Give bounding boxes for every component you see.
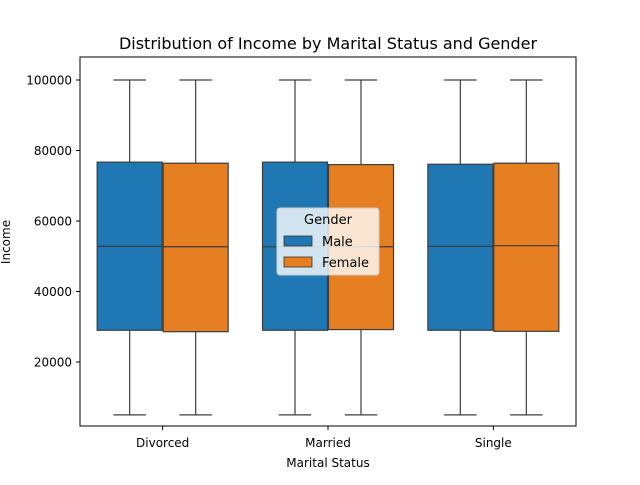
legend-label-female: Female (322, 256, 369, 271)
x-tick-label: Married (305, 436, 351, 450)
box-female-divorced (162, 79, 229, 416)
x-axis-label: Marital Status (286, 456, 369, 470)
y-tick-label: 60000 (34, 215, 72, 229)
legend: Gender Male Female (276, 207, 380, 276)
y-axis-label: Income (0, 220, 13, 264)
x-tick-label: Divorced (136, 436, 189, 450)
legend-swatch-male (283, 235, 313, 247)
y-tick-label: 20000 (34, 356, 72, 370)
legend-label-male: Male (322, 235, 353, 250)
legend-swatch-female (283, 256, 313, 268)
legend-title: Gender (304, 213, 353, 228)
y-tick-label: 40000 (34, 285, 72, 299)
chart-title: Distribution of Income by Marital Status… (119, 34, 537, 53)
box-iqr (427, 163, 494, 331)
x-tick-label: Single (475, 436, 512, 450)
y-tick-label: 100000 (26, 74, 72, 88)
box-male-divorced (96, 79, 163, 416)
y-tick-label: 80000 (34, 144, 72, 158)
box-male-single (427, 79, 494, 416)
box-iqr (493, 162, 560, 332)
box-female-single (493, 79, 560, 416)
box-iqr (162, 162, 229, 333)
